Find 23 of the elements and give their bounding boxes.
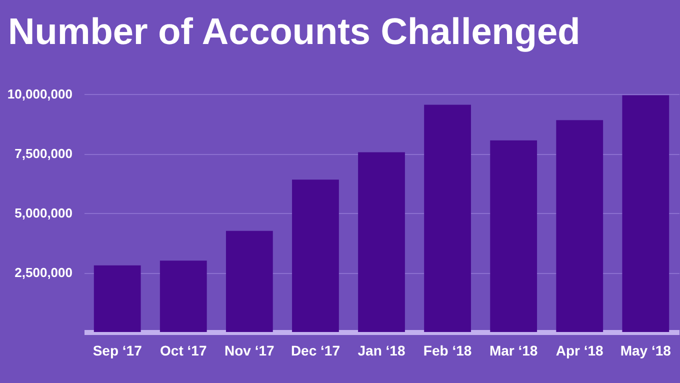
x-tick-label: Sep ‘17 xyxy=(92,342,142,358)
bar xyxy=(622,95,670,332)
x-tick-label: Nov ‘17 xyxy=(224,342,275,358)
bar xyxy=(358,152,405,332)
x-tick-label: Apr ‘18 xyxy=(556,342,604,358)
bar xyxy=(160,260,207,332)
bar xyxy=(292,180,339,332)
y-tick-label: 7,500,000 xyxy=(14,146,72,161)
x-tick-label: Oct ‘17 xyxy=(160,342,207,358)
bar xyxy=(424,104,471,332)
chart-title: Number of Accounts Challenged xyxy=(8,11,580,52)
x-tick-label: Dec ‘17 xyxy=(290,342,340,358)
bar xyxy=(556,120,604,332)
bar xyxy=(94,265,141,332)
y-tick-label: 5,000,000 xyxy=(14,206,72,220)
y-tick-label: 10,000,000 xyxy=(7,86,72,102)
x-tick-label: Mar ‘18 xyxy=(489,342,538,358)
x-tick-label: Feb ‘18 xyxy=(423,342,472,358)
x-tick-label: May ‘18 xyxy=(620,342,672,358)
bar xyxy=(226,230,273,332)
bar xyxy=(490,140,538,332)
y-tick-label: 2,500,000 xyxy=(14,265,72,280)
x-tick-label: Jan ‘18 xyxy=(358,342,406,358)
